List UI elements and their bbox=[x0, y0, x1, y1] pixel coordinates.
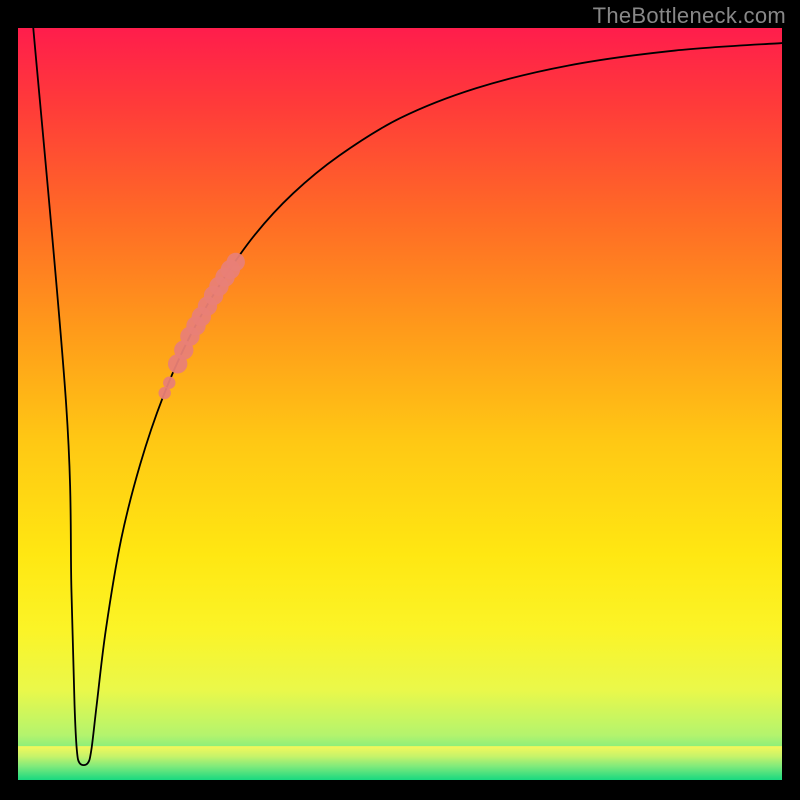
figure-container: TheBottleneck.com bbox=[0, 0, 800, 800]
plot-svg bbox=[18, 28, 782, 780]
marker-dot bbox=[163, 377, 175, 389]
plot-area bbox=[18, 28, 782, 780]
marker-dot bbox=[227, 253, 245, 271]
heat-gradient-background bbox=[18, 28, 782, 780]
watermark-text: TheBottleneck.com bbox=[593, 3, 786, 29]
green-band bbox=[18, 746, 782, 780]
